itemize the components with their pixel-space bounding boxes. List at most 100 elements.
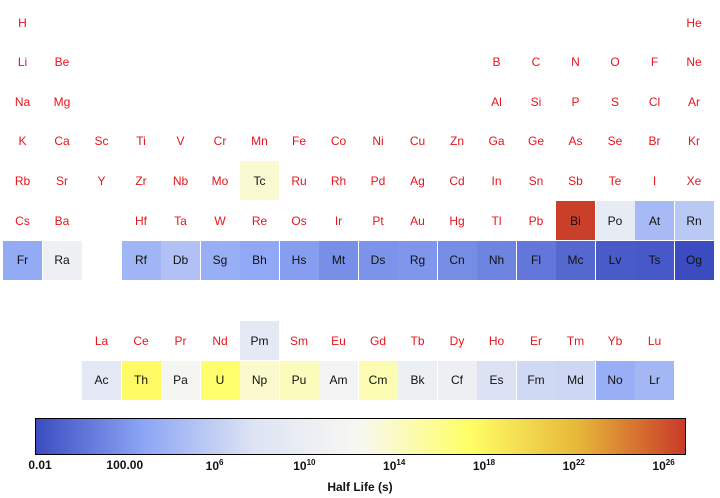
element-cell-fl: Fl [516,240,556,280]
element-cell-ga: Ga [488,134,505,149]
element-cell-tc: Tc [240,161,279,201]
colorbar-tick-label: 0.01 [28,458,52,472]
element-cell-pd: Pd [370,173,386,188]
element-cell-sg: Sg [200,240,240,280]
element-cell-nb: Nb [172,173,189,188]
colorbar-tick-label: 106 [205,458,224,473]
element-cell-xe: Xe [686,173,702,188]
element-cell-hs: Hs [279,240,319,280]
element-cell-mo: Mo [211,173,229,188]
element-cell-ni: Ni [372,134,384,149]
element-cell-fr: Fr [3,240,42,280]
element-cell-po: Po [595,201,635,240]
element-cell-ti: Ti [136,134,146,149]
element-cell-bi: Bi [556,201,595,240]
element-cell-as: As [568,134,583,149]
element-cell-hg: Hg [449,213,465,228]
element-cell-es: Es [477,360,516,400]
element-cell-cm: Cm [358,360,398,400]
element-cell-s: S [610,94,619,109]
element-cell-er: Er [530,333,542,348]
element-cell-fe: Fe [291,134,306,149]
element-cell-i: I [652,173,657,188]
colorbar-tick-label: 1022 [562,458,585,473]
element-cell-se: Se [607,134,623,149]
element-cell-pb: Pb [528,213,544,228]
element-cell-si: Si [530,94,542,109]
element-cell-br: Br [648,134,661,149]
element-cell-pa: Pa [161,360,200,400]
element-cell-pu: Pu [279,360,319,400]
element-cell-tm: Tm [566,333,585,348]
colorbar-tick [216,419,217,456]
element-cell-k: K [18,134,27,149]
colorbar-tick [305,419,306,456]
element-cell-he: He [686,15,702,30]
element-cell-o: O [610,55,620,70]
element-cell-be: Be [54,55,70,70]
element-cell-bk: Bk [398,360,437,400]
element-cell-np: Np [240,360,279,400]
element-cell-sr: Sr [56,173,68,188]
element-cell-la: La [94,333,109,348]
element-cell-y: Y [97,173,106,188]
element-cell-dy: Dy [449,333,465,348]
element-cell-mg: Mg [53,94,71,109]
element-cell-rb: Rb [14,173,31,188]
colorbar-label: Half Life (s) [327,480,393,494]
element-cell-og: Og [674,240,714,280]
element-cell-mt: Mt [319,240,358,280]
element-cell-c: C [531,55,541,70]
element-cell-cr: Cr [213,134,227,149]
element-cell-ag: Ag [410,173,425,188]
element-cell-cs: Cs [15,213,30,228]
element-cell-rg: Rg [398,240,437,280]
element-cell-ru: Ru [291,173,307,188]
element-cell-in: In [491,173,502,188]
colorbar [35,418,686,455]
element-cell-th: Th [121,360,161,400]
element-cell-sm: Sm [290,333,308,348]
element-cell-pr: Pr [174,333,187,348]
element-cell-md: Md [556,360,595,400]
element-cell-eu: Eu [331,333,346,348]
element-cell-h: H [18,15,27,30]
element-cell-mc: Mc [556,240,595,280]
element-cell-fm: Fm [516,360,556,400]
element-cell-ra: Ra [42,240,82,280]
element-cell-n: N [571,55,580,70]
element-cell-ir: Ir [334,213,343,228]
element-cell-na: Na [14,94,31,109]
colorbar-gradient [35,418,686,455]
element-cell-pm: Pm [240,321,279,360]
element-cell-sb: Sb [568,173,583,188]
element-cell-bh: Bh [240,240,279,280]
colorbar-tick-label: 1014 [383,458,406,473]
element-cell-mn: Mn [251,134,268,149]
element-cell-cf: Cf [437,360,477,400]
element-cell-ce: Ce [133,333,149,348]
element-cell-cn: Cn [437,240,477,280]
element-cell-v: V [176,134,185,149]
element-cell-zr: Zr [135,173,147,188]
element-cell-ds: Ds [358,240,398,280]
colorbar-tick [36,419,37,456]
colorbar-tick [485,419,486,456]
colorbar-tick [395,419,396,456]
element-cell-rf: Rf [121,240,161,280]
element-cell-cd: Cd [449,173,465,188]
element-cell-rh: Rh [330,173,347,188]
colorbar-tick [575,419,576,456]
colorbar-tick-label: 100.00 [106,458,144,472]
element-cell-os: Os [291,213,307,228]
element-cell-lr: Lr [635,360,674,400]
element-cell-ge: Ge [527,134,544,149]
element-cell-cu: Cu [409,134,426,149]
element-cell-ho: Ho [488,333,505,348]
element-cell-gd: Gd [369,333,386,348]
element-cell-rn: Rn [674,201,714,240]
element-cell-f: F [650,55,659,70]
colorbar-tick [665,419,666,456]
element-cell-no: No [595,360,635,400]
